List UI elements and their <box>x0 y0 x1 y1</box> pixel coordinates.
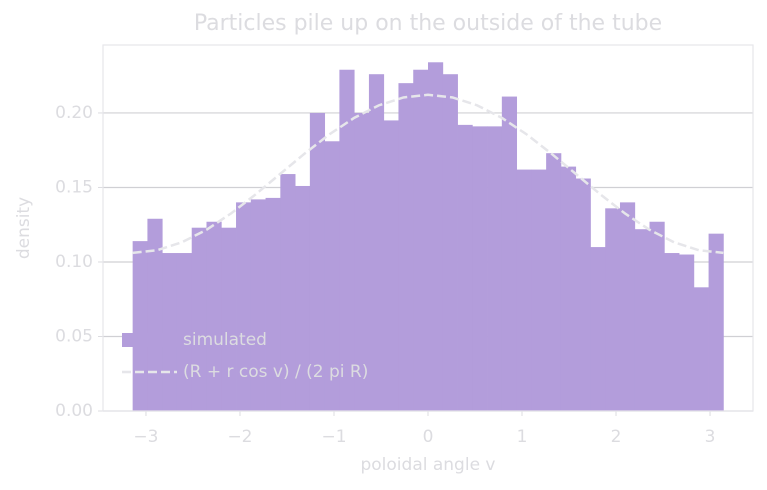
bar <box>531 169 547 411</box>
bar <box>590 247 606 411</box>
bar <box>560 166 577 411</box>
bar <box>605 208 621 411</box>
y-tick-label: 0.10 <box>55 252 93 272</box>
legend-label: (R + r cos v) / (2 pi R) <box>183 362 368 382</box>
bar <box>236 202 252 411</box>
bar <box>546 153 562 411</box>
bar <box>428 62 444 411</box>
x-tick-label: 1 <box>517 427 528 447</box>
density-curve <box>132 93 724 255</box>
x-axis-label: poloidal angle v <box>360 455 495 475</box>
bar <box>679 254 695 411</box>
x-tick-label: −1 <box>321 427 346 447</box>
bar <box>413 69 429 411</box>
bar <box>265 197 281 411</box>
x-tick-label: 0 <box>423 427 434 447</box>
bar <box>132 241 148 411</box>
x-tick-label: −2 <box>227 427 252 447</box>
bar <box>147 218 163 411</box>
bar <box>442 74 458 411</box>
bar <box>221 227 237 411</box>
bar <box>176 253 193 411</box>
y-tick-label: 0.20 <box>55 103 93 123</box>
bar <box>250 199 266 411</box>
bar <box>206 221 222 411</box>
y-tick-label: 0.05 <box>55 326 93 346</box>
axes-frame <box>102 44 754 412</box>
bar <box>368 74 385 411</box>
bar <box>295 185 311 411</box>
chart-title: Particles pile up on the outside of the … <box>194 11 662 36</box>
legend-swatch <box>122 333 177 347</box>
y-axis-label: density <box>14 197 34 259</box>
bar <box>487 126 503 411</box>
bar <box>309 112 326 411</box>
bar <box>634 229 650 411</box>
bar <box>516 169 532 411</box>
bar <box>619 202 636 411</box>
bar <box>501 96 518 411</box>
x-tick-label: −3 <box>133 427 158 447</box>
y-tick-label: 0.00 <box>55 401 93 421</box>
bar <box>649 221 665 411</box>
bar <box>354 112 370 411</box>
bar <box>383 120 399 411</box>
y-tick-label: 0.15 <box>55 177 93 197</box>
bar <box>162 253 178 411</box>
bar <box>575 178 591 411</box>
bar <box>472 126 488 411</box>
bar <box>457 124 473 411</box>
bar <box>664 253 680 411</box>
x-tick-label: 3 <box>705 427 716 447</box>
legend-label: simulated <box>183 330 267 350</box>
bar <box>693 287 709 411</box>
x-tick-label: 2 <box>611 427 622 447</box>
bar <box>280 174 296 411</box>
bar <box>324 141 340 411</box>
bar <box>708 233 724 411</box>
bar <box>339 69 355 411</box>
bar <box>191 227 207 411</box>
bar <box>398 83 414 411</box>
